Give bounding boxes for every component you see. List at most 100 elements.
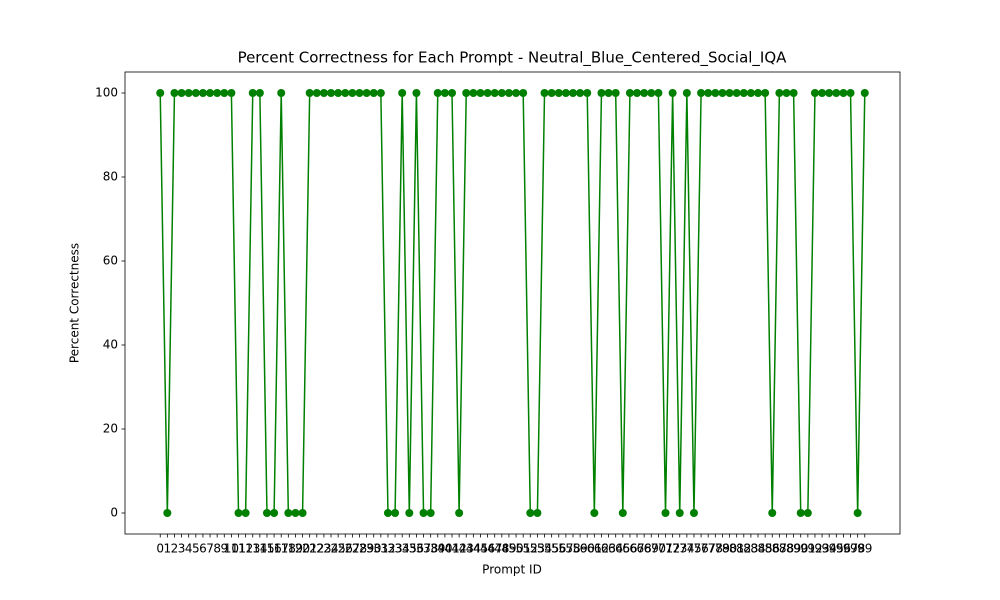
data-point (668, 89, 677, 97)
x-tick-label: 52 (523, 542, 538, 556)
data-point (376, 89, 385, 97)
data-point (533, 509, 542, 517)
data-point (689, 509, 698, 517)
data-point (789, 89, 798, 97)
x-tick-label: 10 (224, 542, 239, 556)
x-tick-label: 20 (295, 542, 310, 556)
data-point (732, 89, 741, 97)
x-tick-label: 28 (352, 542, 367, 556)
x-tick-label: 33 (387, 542, 402, 556)
x-tick-label: 23 (316, 542, 331, 556)
data-point (398, 89, 407, 97)
data-point (156, 89, 165, 97)
x-tick-label: 6 (199, 542, 207, 556)
data-line (159, 92, 866, 514)
data-point (725, 89, 734, 97)
data-point (597, 89, 606, 97)
x-tick-label: 30 (366, 542, 381, 556)
x-tick-label: 53 (530, 542, 545, 556)
y-tick-label: 80 (103, 170, 118, 184)
data-point (362, 89, 371, 97)
data-point (739, 89, 748, 97)
y-tick-label: 60 (103, 254, 118, 268)
x-tick-label: 71 (658, 542, 673, 556)
data-point (206, 89, 215, 97)
data-point (697, 89, 706, 97)
y-tick-label: 40 (103, 338, 118, 352)
x-tick-label: 92 (807, 542, 822, 556)
data-point (512, 89, 521, 97)
data-point (191, 89, 200, 97)
data-point (661, 509, 670, 517)
data-point (348, 89, 357, 97)
x-tick-label: 98 (850, 542, 865, 556)
y-tick-label: 100 (95, 86, 118, 100)
data-point (718, 89, 727, 97)
data-point (704, 89, 713, 97)
plot-frame (124, 71, 901, 535)
x-tick-label: 15 (259, 542, 274, 556)
x-tick-label: 19 (288, 542, 303, 556)
x-tick-label: 57 (558, 542, 573, 556)
x-tick-label: 67 (629, 542, 644, 556)
data-point (419, 509, 428, 517)
x-tick-label: 36 (409, 542, 424, 556)
y-axis-label: Percent Correctness (68, 243, 82, 363)
data-point (504, 89, 513, 97)
data-point (177, 89, 186, 97)
x-tick-label: 41 (444, 542, 459, 556)
data-point (647, 89, 656, 97)
x-tick-label: 4 (185, 542, 193, 556)
data-point (711, 89, 720, 97)
data-point (590, 509, 599, 517)
data-point (839, 89, 848, 97)
data-point (526, 509, 535, 517)
x-tick-label: 72 (665, 542, 680, 556)
data-point (426, 509, 435, 517)
data-point (568, 89, 577, 97)
x-tick-label: 34 (395, 542, 410, 556)
x-tick-label: 78 (708, 542, 723, 556)
data-point (241, 509, 250, 517)
data-point (469, 89, 478, 97)
data-point (519, 89, 528, 97)
data-point (391, 509, 400, 517)
x-tick-label: 38 (423, 542, 438, 556)
data-point (227, 89, 236, 97)
data-point (220, 89, 229, 97)
x-tick-label: 12 (238, 542, 253, 556)
data-point (184, 89, 193, 97)
data-point (682, 89, 691, 97)
x-tick-label: 90 (793, 542, 808, 556)
x-tick-label: 63 (601, 542, 616, 556)
data-point (284, 509, 293, 517)
data-point (583, 89, 592, 97)
x-tick-label: 45 (473, 542, 488, 556)
data-point (540, 89, 549, 97)
x-tick-label: 84 (750, 542, 765, 556)
y-tick-label: 20 (103, 422, 118, 436)
data-point (448, 89, 457, 97)
x-tick-label: 83 (743, 542, 758, 556)
data-point (341, 89, 350, 97)
x-tick-label: 5 (192, 542, 200, 556)
data-point (234, 509, 243, 517)
data-point (262, 509, 271, 517)
x-tick-label: 54 (537, 542, 552, 556)
data-point (625, 89, 634, 97)
data-point (604, 89, 613, 97)
x-tick-label: 2 (171, 542, 179, 556)
data-point (334, 89, 343, 97)
data-point (640, 89, 649, 97)
data-point (412, 89, 421, 97)
data-point (611, 89, 620, 97)
x-tick-label: 13 (245, 542, 260, 556)
x-tick-label: 32 (380, 542, 395, 556)
data-point (832, 89, 841, 97)
x-tick-label: 39 (430, 542, 445, 556)
x-tick-label: 88 (779, 542, 794, 556)
x-tick-label: 89 (786, 542, 801, 556)
x-tick-label: 56 (551, 542, 566, 556)
x-tick-label: 31 (373, 542, 388, 556)
